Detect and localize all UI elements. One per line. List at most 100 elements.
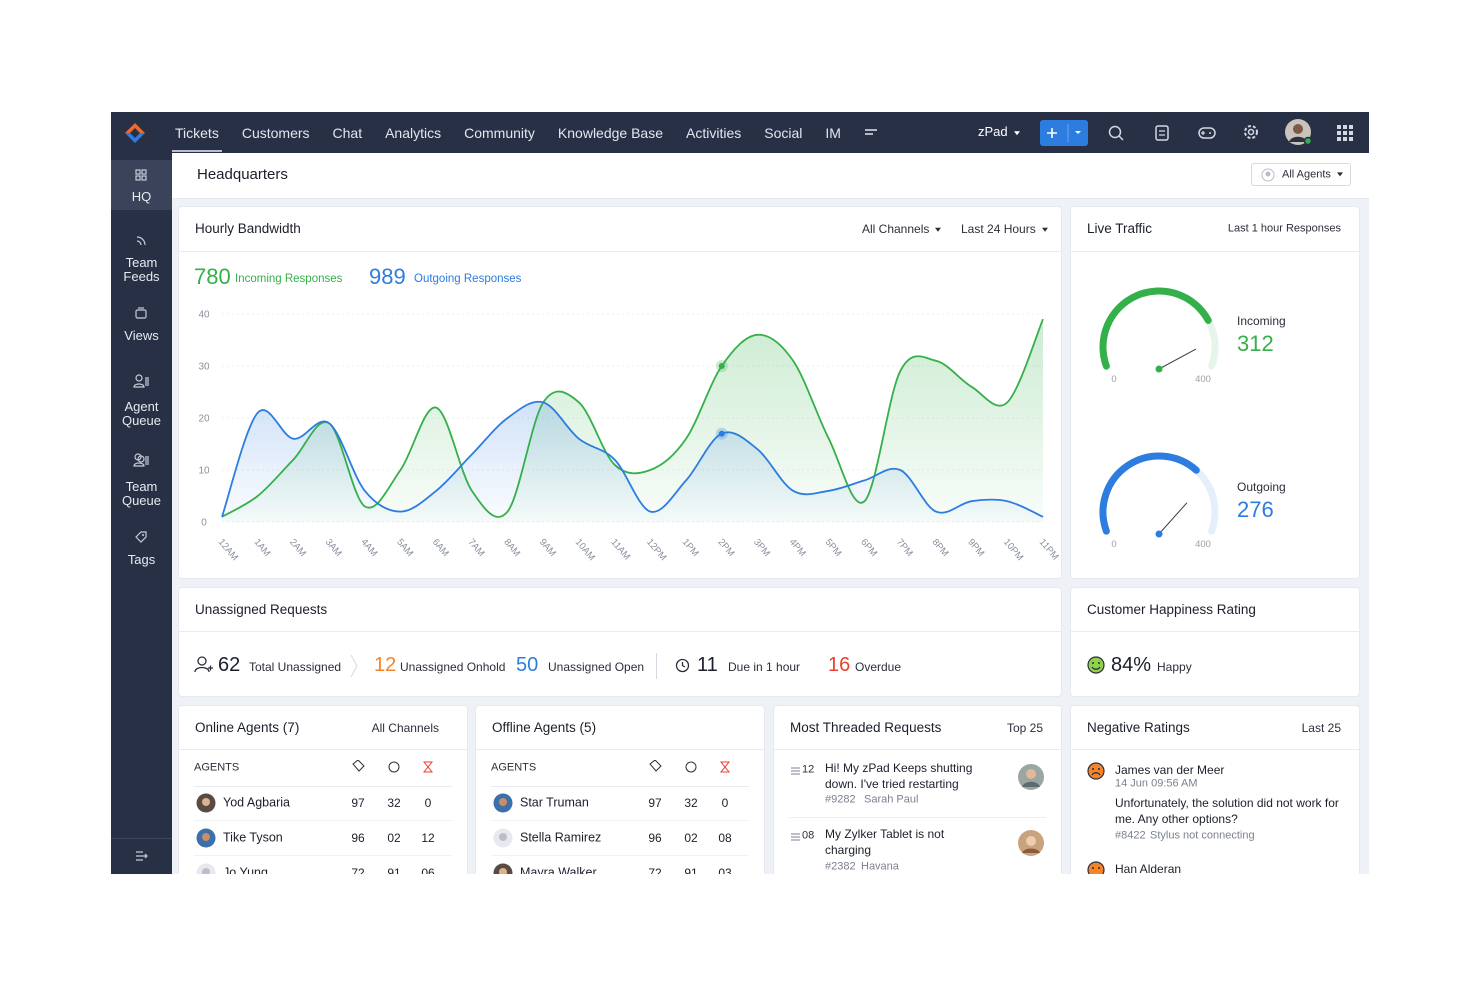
clock-icon	[388, 761, 400, 773]
row-divider	[491, 855, 749, 856]
nav-item[interactable]: Tickets	[175, 124, 219, 141]
x-tick-label: 12AM	[216, 537, 240, 563]
x-tick-label: 9AM	[537, 537, 558, 559]
ticket-icon	[352, 760, 365, 772]
gauge-max-label: 400	[1195, 539, 1211, 550]
settings-icon[interactable]	[1242, 123, 1260, 141]
workspace-switcher[interactable]: zPad	[978, 124, 1020, 140]
panel-divider	[476, 749, 764, 750]
avatar	[1018, 830, 1044, 856]
avatar	[196, 863, 216, 874]
panel-filter: Top 25	[1006, 720, 1043, 735]
agent-name[interactable]: Jo Yung	[223, 865, 268, 875]
collapse-icon[interactable]	[135, 850, 149, 862]
nav-item[interactable]: Community	[464, 124, 535, 141]
ticket-id: #9282	[825, 793, 856, 806]
agent-stat: 02	[684, 830, 698, 845]
nav-item[interactable]: Knowledge Base	[557, 124, 663, 141]
avatar	[493, 793, 513, 813]
x-tick-label: 11PM	[1037, 537, 1061, 563]
ticket-id: #8422	[1115, 829, 1146, 842]
sidebar-item[interactable]: Agent Queue	[121, 399, 162, 428]
happiness-panel: Customer Happiness Rating 84% Happy	[1071, 588, 1359, 696]
sidebar-item[interactable]: Tags	[127, 552, 156, 567]
hover-point	[718, 363, 725, 369]
period-filter[interactable]: Last 24 Hours	[961, 222, 1048, 236]
sidebar-item[interactable]: Team Feeds	[123, 255, 160, 284]
customer-name[interactable]: James van der Meer	[1115, 762, 1225, 777]
search-icon[interactable]	[1107, 124, 1125, 142]
agent-stat: 08	[718, 830, 732, 845]
y-tick-label: 40	[198, 310, 210, 321]
gauge-min-label: 0	[1111, 374, 1116, 385]
agent-name[interactable]: Tike Tyson	[223, 830, 283, 845]
column-icons	[352, 760, 434, 773]
ticket-id: #2382	[825, 860, 856, 873]
avatar-face	[499, 868, 507, 874]
clock-icon	[675, 658, 690, 673]
x-tick-label: 1PM	[680, 537, 701, 559]
row-divider	[491, 820, 749, 821]
nav-item[interactable]: IM	[825, 124, 841, 141]
nav-item[interactable]: Customers	[241, 124, 310, 141]
panel-title: Offline Agents (5)	[492, 719, 597, 735]
agent-stat: 06	[421, 865, 435, 874]
agent-stat: 32	[684, 795, 698, 810]
agent-stat: 72	[351, 865, 365, 874]
nav-item[interactable]: Social	[764, 124, 803, 141]
agent-name[interactable]: Mayra Walker	[520, 865, 597, 875]
top-nav: Tickets Customers Chat Analytics Communi…	[111, 112, 1369, 153]
avatar	[196, 828, 216, 848]
add-icon	[1047, 124, 1081, 142]
nav-item[interactable]: Chat	[332, 124, 363, 141]
agent-stat: 96	[648, 830, 662, 845]
agent-filter[interactable]: All Agents	[1251, 163, 1351, 186]
x-tick-label: 12PM	[644, 537, 668, 563]
stat-value: 12	[374, 654, 397, 676]
agent-filter-label: All Agents	[1282, 168, 1343, 181]
nav-item[interactable]: Analytics	[385, 124, 442, 141]
sidebar-item[interactable]: Views	[124, 328, 159, 343]
apps-icon[interactable]	[1336, 124, 1354, 142]
gauge-min-label: 0	[1111, 539, 1116, 550]
happy-face	[1087, 656, 1105, 674]
x-tick-label: 11AM	[608, 537, 632, 563]
logo[interactable]	[123, 121, 147, 145]
add-button[interactable]	[1040, 120, 1088, 146]
more-menu[interactable]	[864, 127, 878, 139]
sidebar-item[interactable]: Team Queue	[121, 479, 162, 508]
gauge-arc	[1099, 452, 1200, 535]
notes-icon[interactable]	[1153, 124, 1171, 142]
incoming-total: 780	[194, 263, 231, 289]
feeds-icon	[136, 236, 146, 246]
panel-divider	[774, 749, 1061, 750]
x-tick-label: 4PM	[787, 537, 808, 559]
row-divider	[194, 820, 452, 821]
request-text[interactable]: My Zylker Tablet is not charging	[825, 827, 945, 857]
panel-filter: Last 25	[1301, 720, 1341, 735]
live-traffic-panel: 0 400 0 400 Live Traffic Last 1 hour Respon…	[1071, 207, 1359, 578]
happiness-label: Happy	[1157, 659, 1192, 674]
panel-title: Negative Ratings	[1087, 719, 1190, 735]
sidebar-item[interactable]: HQ	[131, 189, 152, 204]
x-tick-label: 2AM	[287, 537, 308, 559]
stat-value: 11	[697, 654, 718, 676]
y-tick-label: 30	[198, 362, 210, 373]
avatar-face	[202, 833, 210, 841]
hourly-bandwidth-panel: 0 10 20 30 40 12AM 1AM 2AM 3AM 4AM 5AM 6AM 7AM 8AM 9AM…	[179, 207, 1061, 578]
game-icon[interactable]	[1197, 124, 1217, 142]
user-avatar[interactable]	[1284, 117, 1314, 148]
avatar	[493, 863, 513, 874]
agent-name[interactable]: Star Truman	[520, 795, 589, 810]
channel-filter[interactable]: All Channels	[862, 222, 941, 236]
customer-name[interactable]: Han Alderan	[1115, 861, 1182, 874]
panel-filter[interactable]: All Channels	[371, 720, 439, 735]
agent-name[interactable]: Yod Agbaria	[223, 795, 290, 810]
nav-item[interactable]: Activities	[686, 124, 742, 141]
series-area	[222, 319, 1043, 522]
request-text[interactable]: Hi! My zPad Keeps shutting down. I've tr…	[825, 761, 973, 791]
gauge-needle	[1158, 348, 1197, 370]
contact: Havana	[861, 860, 899, 873]
x-tick-label: 9PM	[965, 537, 986, 559]
agent-name[interactable]: Stella Ramirez	[520, 830, 602, 845]
